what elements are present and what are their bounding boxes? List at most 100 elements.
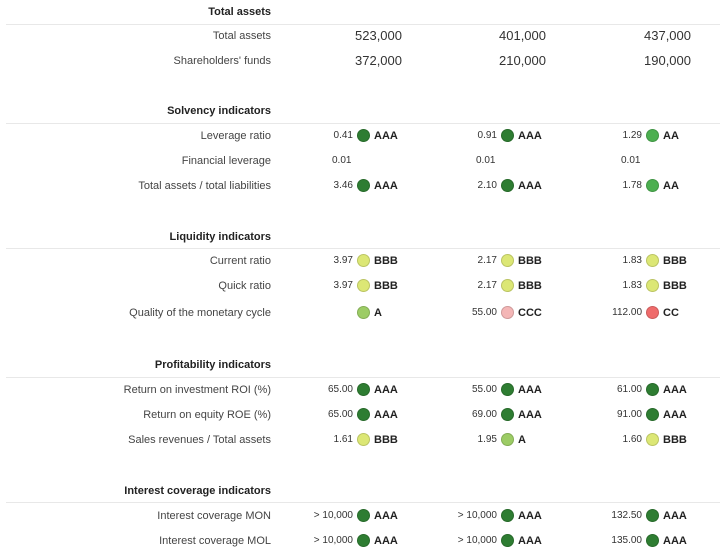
section-divider: [6, 24, 720, 25]
table-row: Interest coverage MOL > 10,000 AAA > 10,000…: [0, 531, 720, 551]
rating-dot-icon: [501, 279, 514, 292]
value-col-2: 0.91: [477, 130, 497, 141]
value-col-1: 3.97: [333, 280, 353, 291]
rating-dot-icon: [646, 433, 659, 446]
rating-badge: AAA: [518, 130, 542, 142]
table-row: Return on investment ROI (%) 65.00 AAA 55.0…: [0, 380, 720, 400]
value-col-2: 401,000: [499, 28, 546, 43]
value-col-1: 1.61: [333, 434, 353, 445]
value-col-1: 0.41: [333, 130, 353, 141]
rating-badge: BBB: [663, 255, 687, 267]
rating-dot-icon: [357, 408, 370, 421]
rating-badge: CC: [663, 307, 679, 319]
rating-badge: AAA: [518, 535, 542, 547]
rating-badge: AAA: [374, 409, 398, 421]
value-col-2: > 10,000: [457, 510, 497, 521]
value-col-3: 1.29: [622, 130, 642, 141]
row-label: Shareholders' funds: [173, 55, 272, 67]
value-col-1: 0.01: [332, 155, 352, 166]
section-divider: [6, 502, 720, 503]
row-label: Return on investment ROI (%): [123, 384, 271, 396]
value-col-1: 372,000: [355, 53, 402, 68]
value-col-2: 0.01: [476, 155, 496, 166]
rating-badge: AAA: [663, 535, 687, 547]
section-title: Solvency indicators: [167, 105, 271, 117]
rating-badge: BBB: [374, 255, 398, 267]
rating-dot-icon: [646, 534, 659, 547]
row-label: Sales revenues / Total assets: [128, 434, 271, 446]
row-label: Leverage ratio: [200, 130, 271, 142]
value-col-1: > 10,000: [313, 510, 353, 521]
rating-badge: AAA: [374, 180, 398, 192]
value-col-2: 210,000: [499, 53, 546, 68]
rating-dot-icon: [646, 383, 659, 396]
rating-badge: CCC: [518, 307, 542, 319]
table-row: Leverage ratio 0.41 AAA 0.91 AAA 1.29 AA: [0, 126, 720, 146]
rating-dot-icon: [501, 129, 514, 142]
section-divider: [6, 248, 720, 249]
value-col-2: 1.95: [477, 434, 497, 445]
table-row: Financial leverage 0.01 0.01 0.01: [0, 151, 720, 171]
section-divider: [6, 123, 720, 124]
value-col-3: 61.00: [616, 384, 642, 395]
rating-dot-icon: [646, 509, 659, 522]
rating-badge: AAA: [663, 510, 687, 522]
section-divider: [6, 377, 720, 378]
rating-badge: BBB: [518, 255, 542, 267]
value-col-3: 112.00: [612, 307, 642, 318]
rating-dot-icon: [501, 408, 514, 421]
row-label: Return on equity ROE (%): [143, 409, 271, 421]
value-col-1: 3.97: [333, 255, 353, 266]
rating-dot-icon: [646, 179, 659, 192]
rating-badge: AAA: [518, 384, 542, 396]
value-col-3: 437,000: [644, 28, 691, 43]
table-row: Return on equity ROE (%) 65.00 AAA 69.00 AAA…: [0, 405, 720, 425]
value-col-2: > 10,000: [457, 535, 497, 546]
row-label: Current ratio: [209, 255, 271, 267]
row-label: Total assets / total liabilities: [138, 180, 271, 192]
rating-dot-icon: [357, 383, 370, 396]
value-col-1: 523,000: [355, 28, 402, 43]
rating-dot-icon: [646, 306, 659, 319]
row-label: Quick ratio: [218, 280, 271, 292]
section-title: Total assets: [208, 6, 271, 18]
rating-badge: AA: [663, 180, 679, 192]
value-col-1: 65.00: [327, 409, 353, 420]
table-row: Quick ratio 3.97 BBB 2.17 BBB 1.83 BBB: [0, 276, 720, 296]
value-col-3: 0.01: [621, 155, 641, 166]
row-label: Financial leverage: [181, 155, 271, 167]
rating-badge: AAA: [374, 535, 398, 547]
row-label: Total assets: [212, 30, 271, 42]
rating-dot-icon: [357, 306, 370, 319]
value-col-1: 3.46: [333, 180, 353, 191]
rating-dot-icon: [357, 534, 370, 547]
rating-badge: AAA: [374, 130, 398, 142]
rating-dot-icon: [357, 254, 370, 267]
value-col-1: 65.00: [327, 384, 353, 395]
rating-badge: A: [518, 434, 526, 446]
row-label: Interest coverage MON: [157, 510, 271, 522]
value-col-3: 1.60: [622, 434, 642, 445]
rating-badge: AAA: [663, 384, 687, 396]
rating-dot-icon: [501, 383, 514, 396]
row-label: Quality of the monetary cycle: [129, 307, 271, 319]
table-row-shareholders-funds: Shareholders' funds 372,000 210,000 190,…: [0, 51, 720, 71]
value-col-3: 132.50: [611, 510, 642, 521]
rating-badge: BBB: [374, 280, 398, 292]
value-col-2: 2.10: [477, 180, 497, 191]
rating-badge: BBB: [663, 280, 687, 292]
rating-dot-icon: [646, 279, 659, 292]
rating-dot-icon: [357, 279, 370, 292]
value-col-3: 135.00: [611, 535, 642, 546]
section-title: Interest coverage indicators: [124, 485, 271, 497]
section-title: Profitability indicators: [154, 359, 271, 371]
table-row: Sales revenues / Total assets 1.61 BBB 1.95…: [0, 430, 720, 450]
section-title: Liquidity indicators: [169, 231, 271, 243]
value-col-3: 190,000: [644, 53, 691, 68]
rating-badge: AAA: [518, 510, 542, 522]
value-col-2: 55.00: [471, 384, 497, 395]
rating-badge: AAA: [518, 409, 542, 421]
rating-badge: AA: [663, 130, 679, 142]
rating-badge: BBB: [374, 434, 398, 446]
rating-badge: AAA: [374, 510, 398, 522]
